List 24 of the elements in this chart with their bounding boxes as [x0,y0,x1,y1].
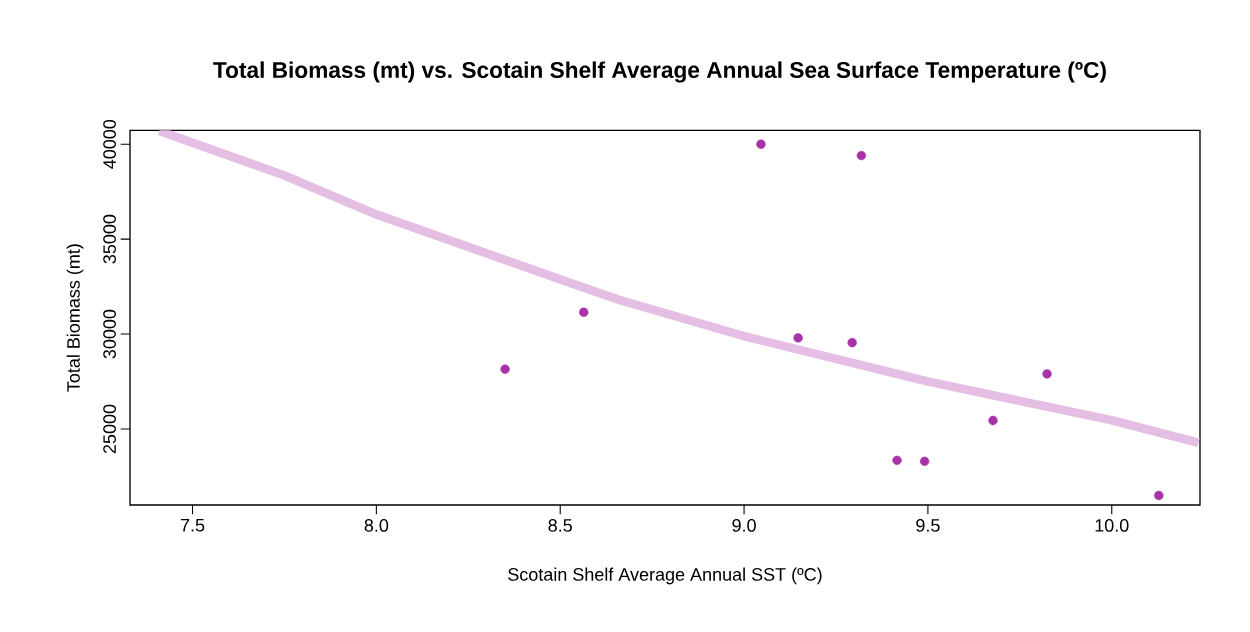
x-tick-label: 9.0 [732,519,756,532]
y-tick-label: 25000 [103,404,116,454]
point [847,337,857,348]
y-tick-label: 30000 [103,309,116,359]
y-tick-label: 40000 [103,119,116,169]
chart-title: Total Biomass (mt) vs. Scotain Shelf Average Annual Sea Surface Temperature (ºC) [213,61,1106,83]
point [500,364,510,374]
y-tick-label: 35000 [103,214,116,264]
x-tick-label: 8.5 [548,519,572,532]
point [919,456,930,466]
point [856,150,867,161]
x-axis-title: Scotain Shelf Average Annual SST (ºC) [508,567,822,585]
point [793,333,803,343]
x-tick-label: 8.0 [364,519,389,532]
x-tick-label: 7.5 [180,519,205,532]
point [892,455,902,466]
point [756,139,766,149]
x-tick-label: 9.5 [916,519,940,532]
y-axis-title: Total Biomass (mt) [66,244,84,392]
point [579,307,589,317]
point [1042,369,1052,379]
point [1154,490,1164,501]
x-tick-label: 10.0 [1095,519,1129,532]
point [988,415,998,426]
